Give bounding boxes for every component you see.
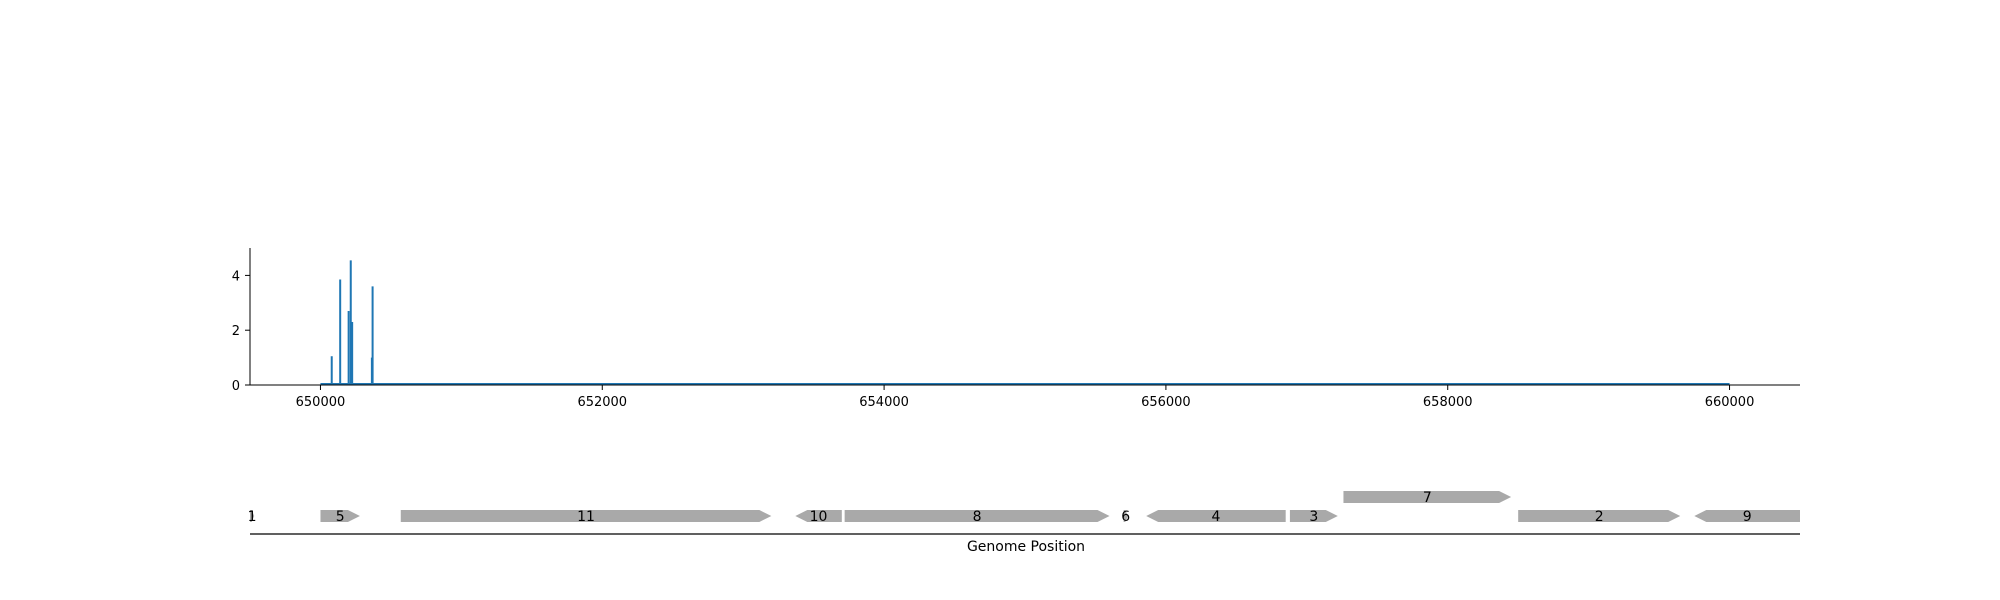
gene-label: 1	[248, 509, 257, 525]
gene-label: 9	[1743, 509, 1752, 525]
x-tick-label: 658000	[1423, 395, 1473, 410]
x-axis-label: Genome Position	[967, 539, 1085, 555]
x-tick-label: 650000	[296, 395, 346, 410]
gene-label: 10	[810, 509, 828, 525]
gene-arrow	[320, 510, 360, 522]
gene-arrow	[1343, 491, 1512, 503]
gene-label: 8	[973, 509, 982, 525]
x-axis-ticks: 650000 652000 654000 656000 658000 660000	[296, 385, 1755, 410]
gene-arrow	[250, 510, 255, 522]
gene-label: 6	[1121, 509, 1130, 525]
y-tick-label: 2	[232, 324, 240, 339]
gene-arrow	[795, 510, 842, 522]
gene-label: 5	[336, 509, 345, 525]
gene-arrow	[1289, 510, 1338, 522]
gene-label: 3	[1309, 509, 1318, 525]
gene-arrows: 1 5 11 10 8 6 4 3 7 2 9	[248, 490, 1800, 525]
coverage-chart: 650000 652000 654000 656000 658000 660000 0 2 4	[232, 248, 1800, 410]
x-tick-label: 652000	[577, 395, 627, 410]
coverage-bars	[330, 260, 374, 385]
gene-arrow	[1146, 510, 1286, 522]
gene-label: 11	[577, 509, 595, 525]
gene-arrow	[1694, 510, 1800, 522]
gene-arrow	[844, 510, 1110, 522]
gene-arrow	[400, 510, 772, 522]
gene-label: 2	[1595, 509, 1604, 525]
y-tick-label: 4	[232, 269, 240, 284]
y-tick-label: 0	[232, 379, 240, 394]
x-tick-label: 656000	[1141, 395, 1191, 410]
gene-label: 7	[1423, 490, 1432, 506]
x-tick-label: 660000	[1705, 395, 1755, 410]
x-tick-label: 654000	[859, 395, 909, 410]
gene-arrow	[1518, 510, 1681, 522]
y-axis-ticks: 0 2 4	[232, 269, 250, 394]
gene-map: 1 5 11 10 8 6 4 3 7 2 9 Genome Position	[248, 490, 1800, 555]
gene-arrow	[1123, 510, 1128, 522]
gene-label: 4	[1211, 509, 1220, 525]
